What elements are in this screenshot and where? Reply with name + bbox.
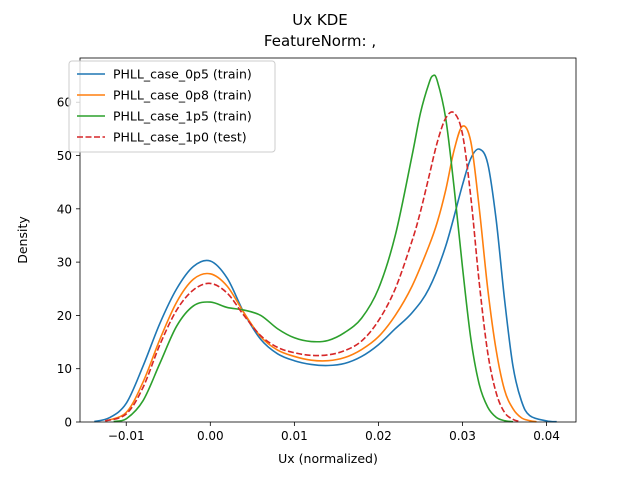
- x-tick-label: 0.03: [449, 429, 476, 443]
- x-tick-label: −0.01: [108, 429, 145, 443]
- y-tick-label: 60: [57, 96, 72, 110]
- legend-box: [68, 60, 276, 153]
- legend-label: PHLL_case_0p5 (train): [113, 67, 252, 82]
- legend: PHLL_case_0p5 (train) PHLL_case_0p8 (trai…: [68, 60, 276, 153]
- x-axis-label: Ux (normalized): [278, 451, 378, 466]
- x-tick-label: 0.02: [365, 429, 392, 443]
- y-tick-label: 30: [57, 256, 72, 270]
- series-line-1: [94, 148, 557, 423]
- plot-area-frame: [79, 57, 577, 423]
- legend-label: PHLL_case_0p8 (train): [113, 88, 252, 103]
- x-axis-ticks: −0.01 0.00 0.01 0.02 0.03 0.04: [108, 422, 560, 443]
- chart-title: Ux KDE: [292, 11, 348, 29]
- chart-subtitle: FeatureNorm: ,: [264, 32, 376, 50]
- series-line-3: [113, 74, 514, 423]
- legend-label: PHLL_case_1p0 (test): [113, 130, 247, 145]
- y-tick-label: 40: [57, 202, 72, 216]
- series-layer: [94, 74, 557, 423]
- y-axis-ticks: 0 10 20 30 40 50 60: [57, 96, 80, 430]
- y-tick-label: 50: [57, 149, 72, 163]
- y-tick-label: 10: [57, 362, 72, 376]
- series-line-4: [104, 111, 520, 423]
- y-tick-label: 0: [64, 416, 72, 430]
- x-tick-label: 0.01: [281, 429, 308, 443]
- x-tick-label: 0.00: [197, 429, 224, 443]
- series-line-2: [104, 125, 537, 423]
- x-tick-label: 0.04: [533, 429, 560, 443]
- legend-label: PHLL_case_1p5 (train): [113, 109, 252, 124]
- y-tick-label: 20: [57, 309, 72, 323]
- y-axis-label: Density: [15, 216, 30, 264]
